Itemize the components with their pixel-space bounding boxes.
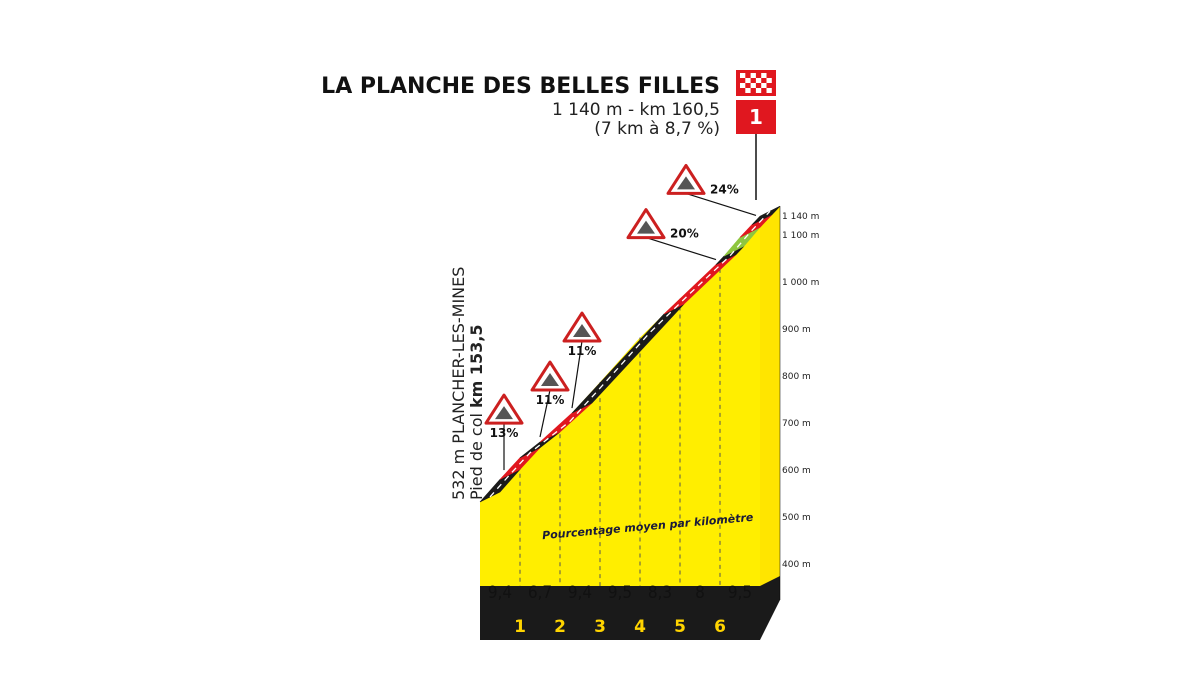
ramp-mountain-glyph [573,324,591,338]
ramp-mountain-glyph [637,220,655,234]
profile-area-side [760,206,780,610]
ramp-mountain-glyph [541,373,559,387]
y-tick-label: 800 m [782,372,811,382]
y-tick-label: 1 000 m [782,278,819,288]
flag-square [766,78,772,83]
y-tick-label: 1 100 m [782,231,819,241]
svg-text:Pied de col km 153,5: Pied de col km 153,5 [467,324,486,500]
ramp-label: 20% [670,227,699,241]
flag-square [766,88,772,93]
category-badge: 1 [736,100,776,134]
y-tick-label: 600 m [782,466,811,476]
km-gradient-value: 9,4 [488,583,512,603]
flag-square [761,73,767,78]
km-strip [480,586,760,639]
ramp-sign-icon: 20% [626,208,717,261]
y-tick-label: 700 m [782,419,811,429]
flag-square [745,78,751,83]
km-gradient-value: 6,7 [528,583,552,603]
climb-stats: (7 km à 8,7 %) [594,119,720,139]
x-tick-label: 2 [554,617,566,637]
ramp-sign-icon: 11% [562,311,602,409]
flag-square [755,78,762,83]
start-label-text: Pied de col [467,408,486,500]
climb-summit-altitude: 1 140 m - km 160,5 [552,100,720,120]
start-label: 532 m PLANCHER-LES-MINES Pied de col km … [449,267,486,500]
flag-square [740,83,746,88]
start-km: km 153,5 [467,324,486,408]
x-tick-label: 6 [714,617,726,637]
flag-square [755,88,762,93]
y-tick-label: 400 m [782,560,811,570]
ramp-label: 13% [490,426,519,440]
km-gradient-value: 8,3 [648,583,672,603]
profile-area-front [480,216,760,610]
ramp-sign-icon: 24% [666,163,757,217]
ramp-pointer [645,237,717,261]
ramp-label: 11% [536,393,565,407]
finish-flag-icon [736,70,776,96]
profile-plot: 400 m 500 m 600 m 700 m 800 m 900 m 1 000 m 1 1… [479,163,819,640]
x-tick-label: 1 [514,617,526,637]
ramp-label: 11% [568,344,597,358]
flag-square [745,88,751,93]
x-tick-label: 5 [674,617,686,637]
ramp-mountain-glyph [495,406,513,420]
category-number: 1 [749,105,763,129]
ramp-sign-icon: 13% [484,393,524,471]
road-centre-line [489,210,771,498]
km-gradient-value: 8 [695,583,705,603]
y-tick-label: 900 m [782,325,811,335]
flag-square [761,83,767,88]
km-gradient-value: 9,4 [568,583,592,603]
ramp-label: 24% [710,182,739,196]
flag-square [750,83,756,88]
ramp-pointer [571,340,583,409]
ramp-sign-icon: 11% [530,360,570,438]
y-tick-label: 1 140 m [782,212,819,222]
flag-square [750,73,756,78]
km-gradient-value: 9,5 [728,583,752,603]
climb-title: LA PLANCHE DES BELLES FILLES [321,74,720,99]
x-tick-label: 3 [594,617,606,637]
km-gradient-value: 9,5 [608,583,632,603]
ramp-pointer [685,192,757,217]
y-tick-label: 500 m [782,513,811,523]
start-town: 532 m PLANCHER-LES-MINES [449,267,468,500]
x-tick-label: 4 [634,617,646,637]
flag-square [740,73,746,78]
ramp-pointer [539,389,551,438]
ramp-mountain-glyph [677,176,695,190]
